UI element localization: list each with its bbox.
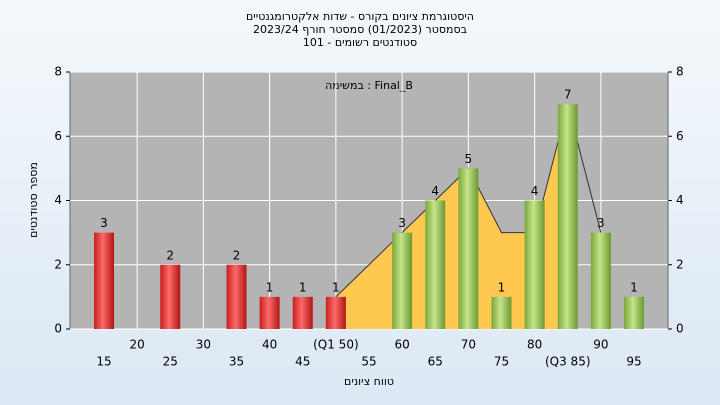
bar xyxy=(259,296,280,329)
value-label: 7 xyxy=(564,88,572,102)
y-tick-label: 6 xyxy=(54,129,62,143)
bar xyxy=(94,232,114,329)
value-label: 4 xyxy=(431,184,439,198)
value-label: 2 xyxy=(233,248,241,262)
bar xyxy=(624,296,644,329)
bar xyxy=(458,168,479,329)
x-tick-label: 65 xyxy=(428,355,443,369)
y-axis-label: מספר סטודנטים xyxy=(27,162,40,238)
x-tick-label: 90 xyxy=(593,338,608,352)
value-label: 1 xyxy=(332,280,340,294)
x-tick-label: 55 xyxy=(361,355,376,369)
x-tick-label: 25 xyxy=(163,355,178,369)
y-tick-label: 4 xyxy=(54,193,62,207)
x-tick-label: 95 xyxy=(626,355,641,369)
bar xyxy=(524,200,545,329)
x-axis-label: טווח ציונים xyxy=(344,375,394,388)
x-tick-label: (Q3 85) xyxy=(545,355,591,369)
x-tick-label: 20 xyxy=(129,338,144,352)
value-label: 4 xyxy=(531,184,539,198)
value-label: 5 xyxy=(465,152,473,166)
chart-title: היסטוגרמת ציונים בקורס - שדות אלקטרומגנט… xyxy=(246,10,474,23)
y2-tick-label: 2 xyxy=(676,257,684,271)
x-tick-label: 35 xyxy=(229,355,244,369)
x-tick-label: 80 xyxy=(527,338,542,352)
y-tick-label: 2 xyxy=(54,257,62,271)
bar xyxy=(557,104,578,329)
y2-tick-label: 6 xyxy=(676,129,684,143)
y-tick-label: 8 xyxy=(54,65,62,79)
x-tick-label: 45 xyxy=(295,355,310,369)
value-label: 3 xyxy=(597,216,605,230)
x-tick-label: 60 xyxy=(394,338,409,352)
annotation: במשימה : Final_B xyxy=(325,79,413,92)
bar xyxy=(325,296,346,329)
value-label: 1 xyxy=(299,280,307,294)
y2-tick-label: 0 xyxy=(676,322,684,336)
y-tick-label: 0 xyxy=(54,322,62,336)
y2-tick-label: 8 xyxy=(676,65,684,79)
bar xyxy=(491,296,512,329)
value-label: 1 xyxy=(266,280,274,294)
bar xyxy=(392,232,413,329)
value-label: 1 xyxy=(630,280,638,294)
chart-subtitle: סטודנטים רשומים - 101 xyxy=(303,36,417,49)
x-tick-label: 40 xyxy=(262,338,277,352)
chart-subtitle: בסמסטר (01/2023) סמסטר חורף 2023/24 xyxy=(253,23,467,36)
x-tick-label: 15 xyxy=(96,355,111,369)
x-tick-label: 75 xyxy=(494,355,509,369)
value-label: 3 xyxy=(100,216,108,230)
bar xyxy=(160,264,181,329)
value-label: 3 xyxy=(398,216,406,230)
bar xyxy=(590,232,611,329)
bar xyxy=(292,296,313,329)
bar xyxy=(226,264,247,329)
x-tick-label: (Q1 50) xyxy=(313,338,359,352)
value-label: 1 xyxy=(498,280,506,294)
value-label: 2 xyxy=(166,248,174,262)
x-tick-label: 70 xyxy=(461,338,476,352)
bar xyxy=(425,200,446,329)
x-tick-label: 30 xyxy=(196,338,211,352)
y2-tick-label: 4 xyxy=(676,193,684,207)
